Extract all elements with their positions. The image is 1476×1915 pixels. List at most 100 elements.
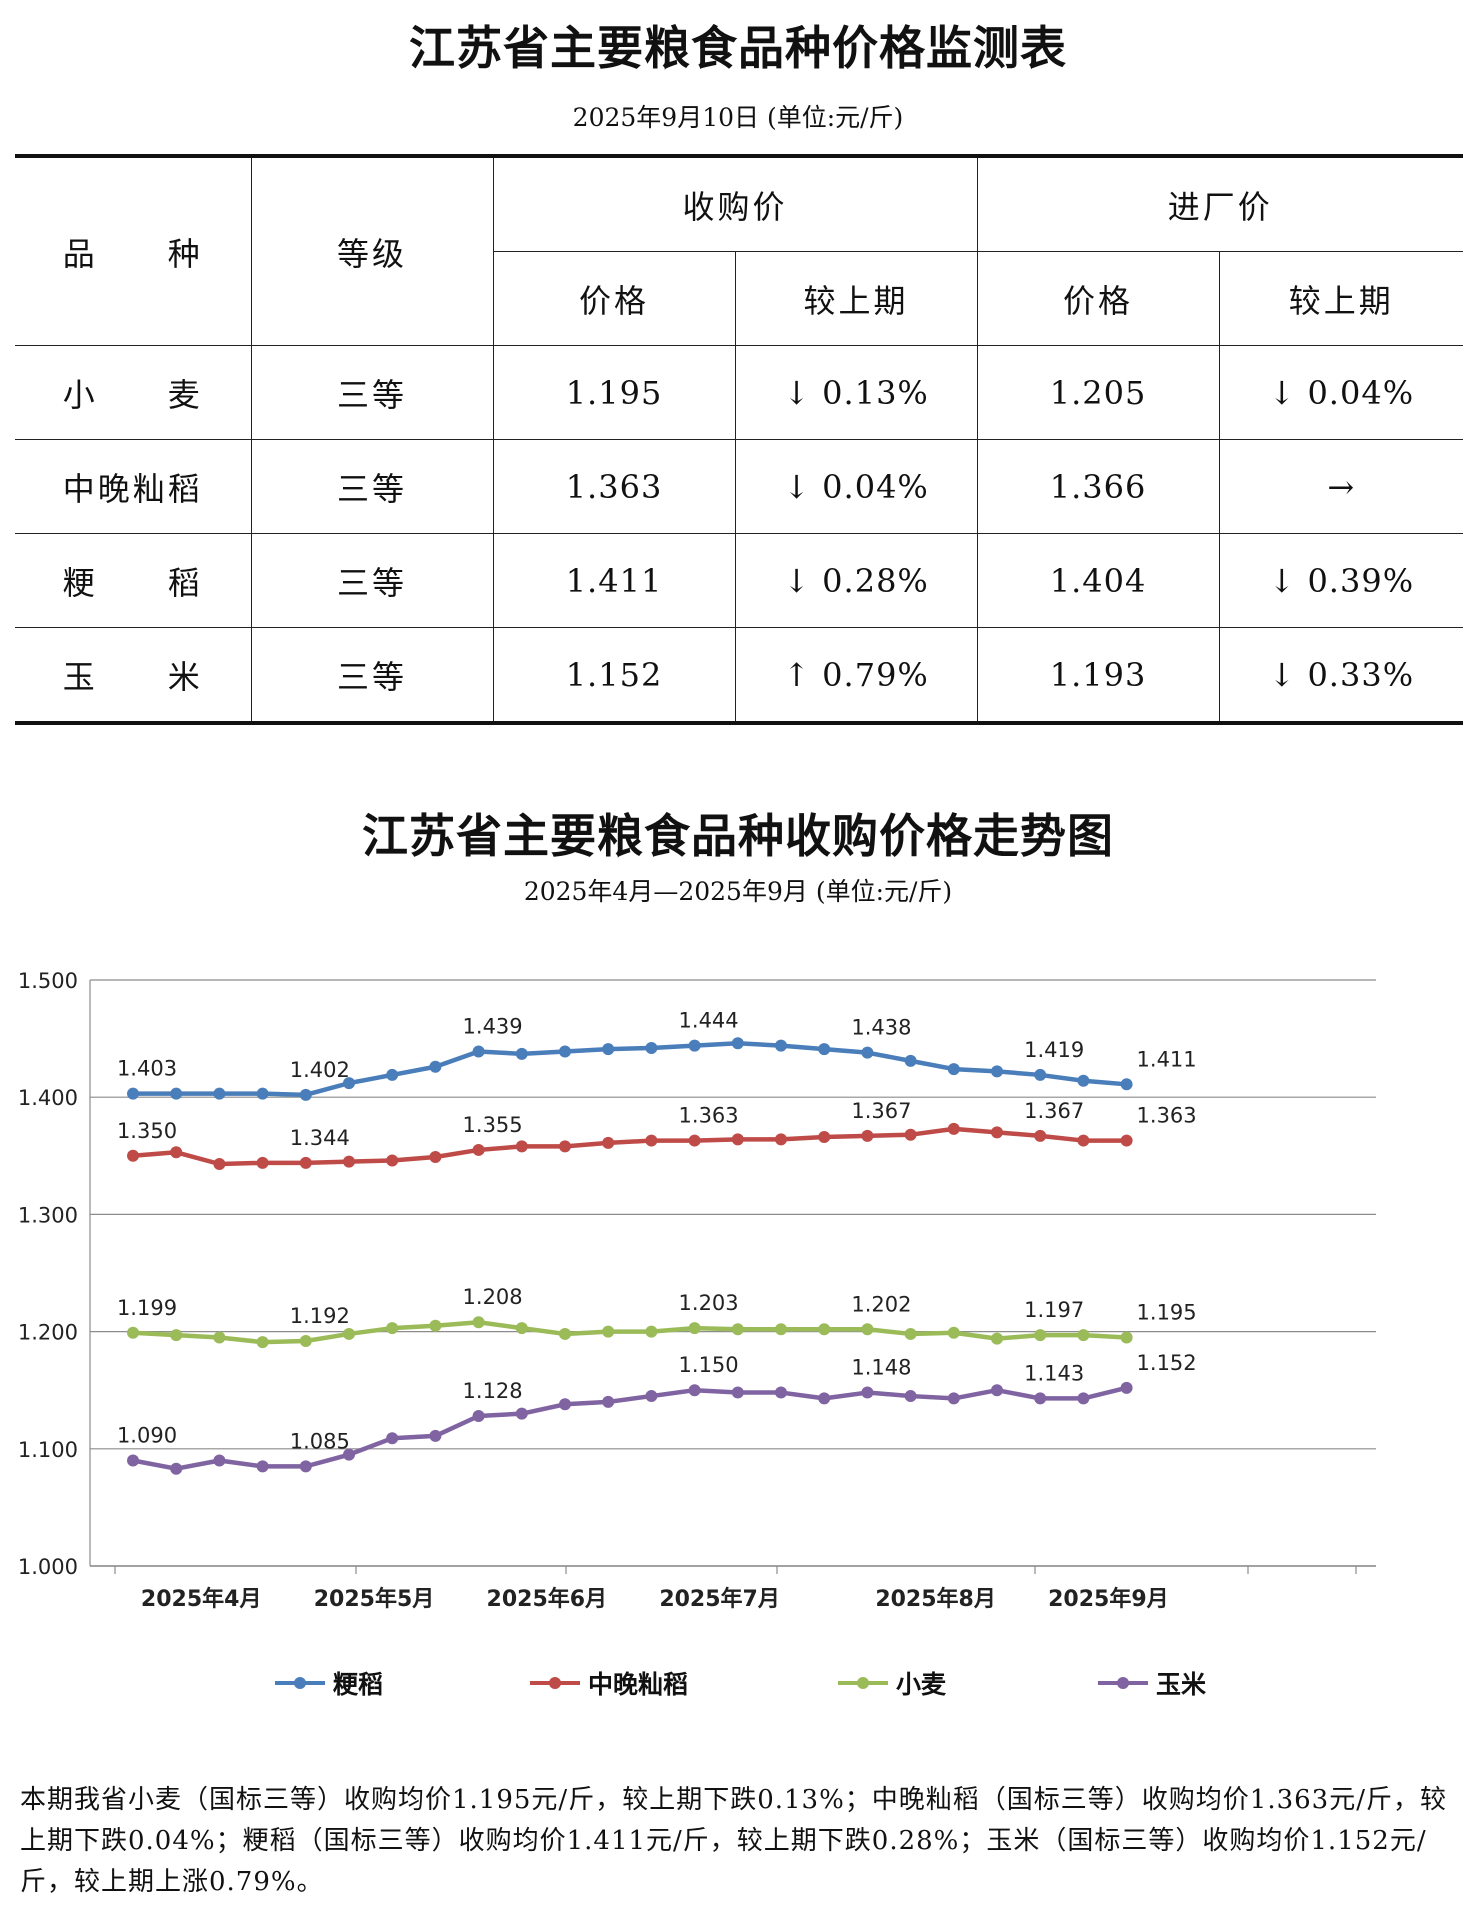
- cell-factory-price: 1.366: [976, 439, 1220, 534]
- data-point: [343, 1077, 355, 1090]
- data-point: [386, 1154, 399, 1167]
- data-label: 1.199: [117, 1296, 177, 1320]
- data-point: [515, 1322, 528, 1335]
- header-grade: 等级: [250, 154, 494, 346]
- data-label: 1.203: [679, 1291, 739, 1315]
- data-point: [818, 1043, 831, 1056]
- table-title: 江苏省主要粮食品种价格监测表: [409, 21, 1067, 75]
- data-label: 1.367: [851, 1099, 911, 1123]
- data-label: 1.208: [463, 1285, 523, 1309]
- data-point: [602, 1136, 615, 1149]
- data-point: [127, 1326, 139, 1339]
- data-point: [472, 1045, 485, 1058]
- data-label: 1.150: [679, 1353, 739, 1377]
- cell-grade: 三等: [250, 627, 494, 725]
- data-point: [429, 1319, 442, 1332]
- data-point: [818, 1323, 831, 1336]
- series-line: [132, 1126, 1127, 1167]
- data-point: [559, 1045, 571, 1058]
- cell-purchase-price: 1.152: [492, 627, 736, 725]
- data-point: [731, 1133, 744, 1146]
- data-point: [731, 1386, 744, 1399]
- data-point: [170, 1087, 183, 1100]
- x-tick-label: 2025年4月: [141, 1586, 262, 1612]
- cell-purchase-change: ↓ 0.04%: [734, 439, 978, 534]
- data-point: [1077, 1392, 1090, 1405]
- cell-factory-change: ↓ 0.33%: [1218, 627, 1464, 725]
- header-purchase-price: 收购价: [492, 154, 978, 252]
- table-subheader-row: 价格 较上期 价格 较上期: [15, 251, 1464, 346]
- data-label: 1.363: [679, 1104, 739, 1128]
- header-vs-prev: 较上期: [1218, 251, 1464, 346]
- data-point: [688, 1134, 701, 1147]
- data-label: 1.350: [117, 1119, 177, 1143]
- cell-grade: 三等: [250, 533, 494, 628]
- data-point: [429, 1060, 442, 1073]
- data-point: [429, 1429, 442, 1442]
- data-point: [775, 1323, 787, 1336]
- data-point: [602, 1325, 615, 1338]
- data-point: [1077, 1329, 1090, 1342]
- data-point: [170, 1146, 183, 1159]
- data-point: [861, 1386, 874, 1399]
- data-point: [1077, 1134, 1090, 1147]
- data-point: [645, 1134, 658, 1147]
- data-point: [775, 1386, 787, 1399]
- y-tick-label: 1.000: [18, 1555, 78, 1579]
- cell-factory-price: 1.205: [976, 345, 1220, 440]
- data-point: [386, 1432, 399, 1445]
- cell-factory-change: ↓ 0.04%: [1218, 345, 1464, 440]
- data-point: [127, 1149, 139, 1162]
- table-row: 粳 稻 三等 1.411 ↓ 0.28% 1.404 ↓ 0.39%: [15, 533, 1464, 628]
- cell-purchase-change: ↓ 0.13%: [734, 345, 978, 440]
- data-point: [299, 1460, 312, 1473]
- cell-variety: 粳 稻: [15, 533, 252, 628]
- cell-variety: 小 麦: [15, 345, 252, 440]
- table-row: 小 麦 三等 1.195 ↓ 0.13% 1.205 ↓ 0.04%: [15, 345, 1464, 440]
- series-line: [132, 1385, 1128, 1471]
- data-label: 1.197: [1024, 1298, 1084, 1322]
- y-tick-label: 1.500: [18, 969, 78, 993]
- data-point: [170, 1462, 183, 1475]
- data-label: 1.355: [463, 1113, 523, 1137]
- data-point: [991, 1126, 1003, 1139]
- data-point: [213, 1158, 226, 1171]
- legend-label: 中晚籼稻: [588, 1670, 689, 1699]
- legend-item: 玉米: [1098, 1665, 1206, 1701]
- data-point: [559, 1327, 571, 1340]
- data-point: [386, 1068, 399, 1081]
- data-point: [645, 1325, 658, 1338]
- data-point: [559, 1398, 571, 1411]
- data-point: [213, 1087, 226, 1100]
- data-point: [299, 1334, 312, 1347]
- cell-purchase-price: 1.195: [492, 345, 736, 440]
- data-point: [602, 1395, 615, 1408]
- header-price: 价格: [493, 251, 736, 346]
- table-header-row: 品 种 等级 收购价 进厂价: [15, 154, 1464, 346]
- data-point: [559, 1140, 571, 1153]
- cell-purchase-price: 1.411: [492, 533, 736, 628]
- price-trend-chart: 1.000 1.100 1.200 1.300 1.400 1.500 2025年4月 202…: [18, 969, 1376, 1612]
- data-label: 1.085: [290, 1429, 350, 1453]
- table-row: 玉 米 三等 1.152 ↑ 0.79% 1.193 ↓ 0.33%: [15, 627, 1464, 725]
- table-subtitle: 2025年9月10日 (单位:元/斤): [572, 103, 904, 132]
- data-point: [472, 1143, 485, 1156]
- cell-purchase-change: ↓ 0.28%: [734, 533, 978, 628]
- data-point: [1120, 1134, 1133, 1147]
- header-factory-price: 进厂价: [976, 154, 1464, 252]
- x-tick-label: 2025年8月: [875, 1586, 996, 1612]
- data-point: [947, 1122, 960, 1135]
- data-point: [818, 1131, 831, 1144]
- legend-item: 粳稻: [275, 1665, 383, 1701]
- data-label: 1.148: [851, 1356, 911, 1380]
- cell-factory-price: 1.404: [976, 533, 1220, 628]
- legend-swatch: [530, 1677, 580, 1689]
- data-point: [991, 1384, 1003, 1397]
- data-label: 1.344: [290, 1126, 350, 1150]
- data-point: [688, 1039, 701, 1052]
- legend-label: 玉米: [1156, 1670, 1207, 1699]
- data-label: 1.367: [1024, 1099, 1084, 1123]
- data-point: [1120, 1381, 1133, 1394]
- data-point: [991, 1065, 1003, 1078]
- cell-purchase-change: ↑ 0.79%: [734, 627, 978, 725]
